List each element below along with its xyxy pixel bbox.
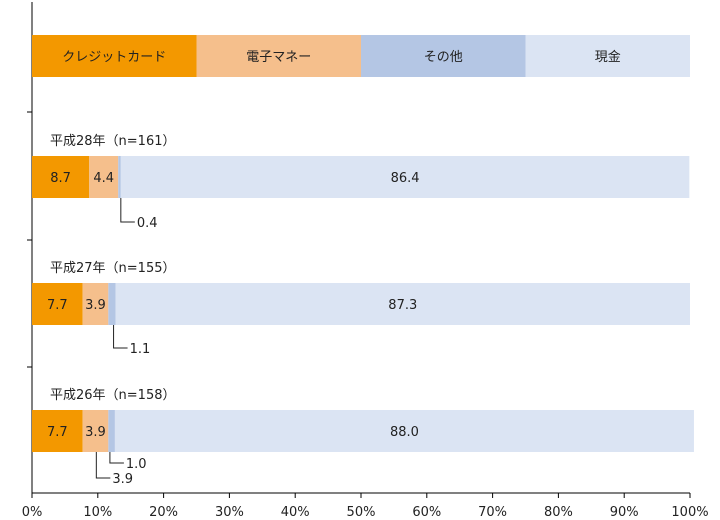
bar-segment [114,410,694,452]
data-label: 86.4 [391,171,420,186]
category-label: 平成28年（n=161） [50,134,176,149]
data-label: 1.0 [126,457,147,472]
category-label: 平成27年（n=155） [50,261,176,276]
bar-segment [32,410,83,452]
x-tick-label: 20% [149,505,178,520]
data-label: 87.3 [388,298,417,313]
bar-group: 平成26年（n=158）7.7 3.9 88.01.03.9 [32,388,694,487]
x-tick-label: 30% [215,505,244,520]
bar-segment [118,156,121,198]
bar-segment [115,283,691,325]
x-tick-label: 10% [83,505,112,520]
callout-leader [109,452,124,464]
bar-segment [108,283,116,325]
legend-entry: 電子マネー [246,50,311,65]
x-tick-label: 40% [281,505,310,520]
data-label: 8.7 [50,171,71,186]
legend-swatch [525,35,690,77]
data-label: 7.7 [47,425,68,440]
x-tick-label: 0% [22,505,43,520]
x-tick-label: 80% [544,505,573,520]
data-label: 4.4 [93,171,114,186]
data-label: 88.0 [390,425,419,440]
legend-swatch [196,35,361,77]
bar-segment [89,156,119,198]
data-label: 1.1 [130,342,151,357]
data-label: 7.7 [47,298,68,313]
legend-entry: クレジットカード [62,50,166,65]
bars-layer: 平成28年（n=161） 8.7 4.4 86.4 0.4 平成27年（n=155） 7.7… [32,134,694,487]
data-label: 3.9 [85,425,106,440]
legend-entry: 現金 [595,49,621,65]
callout-leader [95,452,111,479]
legend-entry: その他 [424,50,463,65]
data-label: 3.9 [85,298,106,313]
callout-leader [113,325,128,349]
category-label: 平成26年（n=158） [50,388,176,403]
legend-swatch [361,35,526,77]
bar-group: 平成27年（n=155） 7.7 3.9 87.3 1.1 [32,261,691,357]
bar-segment [120,156,690,198]
bar-segment [108,410,115,452]
legend-swatch [32,35,197,77]
x-tick-label: 60% [412,505,441,520]
bar-segment [32,156,90,198]
x-tick-label: 100% [671,505,708,520]
data-label: 3.9 [112,472,133,487]
data-label: 0.4 [137,216,158,231]
legend-bar: クレジットカード 電子マネー その他 現金 [32,35,690,77]
bar-segment [82,410,109,452]
x-tick-label: 90% [610,505,639,520]
bar-segment [82,283,109,325]
x-tick-label: 70% [478,505,507,520]
x-tick-label: 50% [347,505,376,520]
axis-layer: 0% 10% 20% 30% 40% 50% 60% 70% 80% 90% 100% [22,2,709,520]
bar-group: 平成28年（n=161） 8.7 4.4 86.4 0.4 [32,134,690,231]
bar-segment [32,283,83,325]
callout-leader [120,198,135,223]
